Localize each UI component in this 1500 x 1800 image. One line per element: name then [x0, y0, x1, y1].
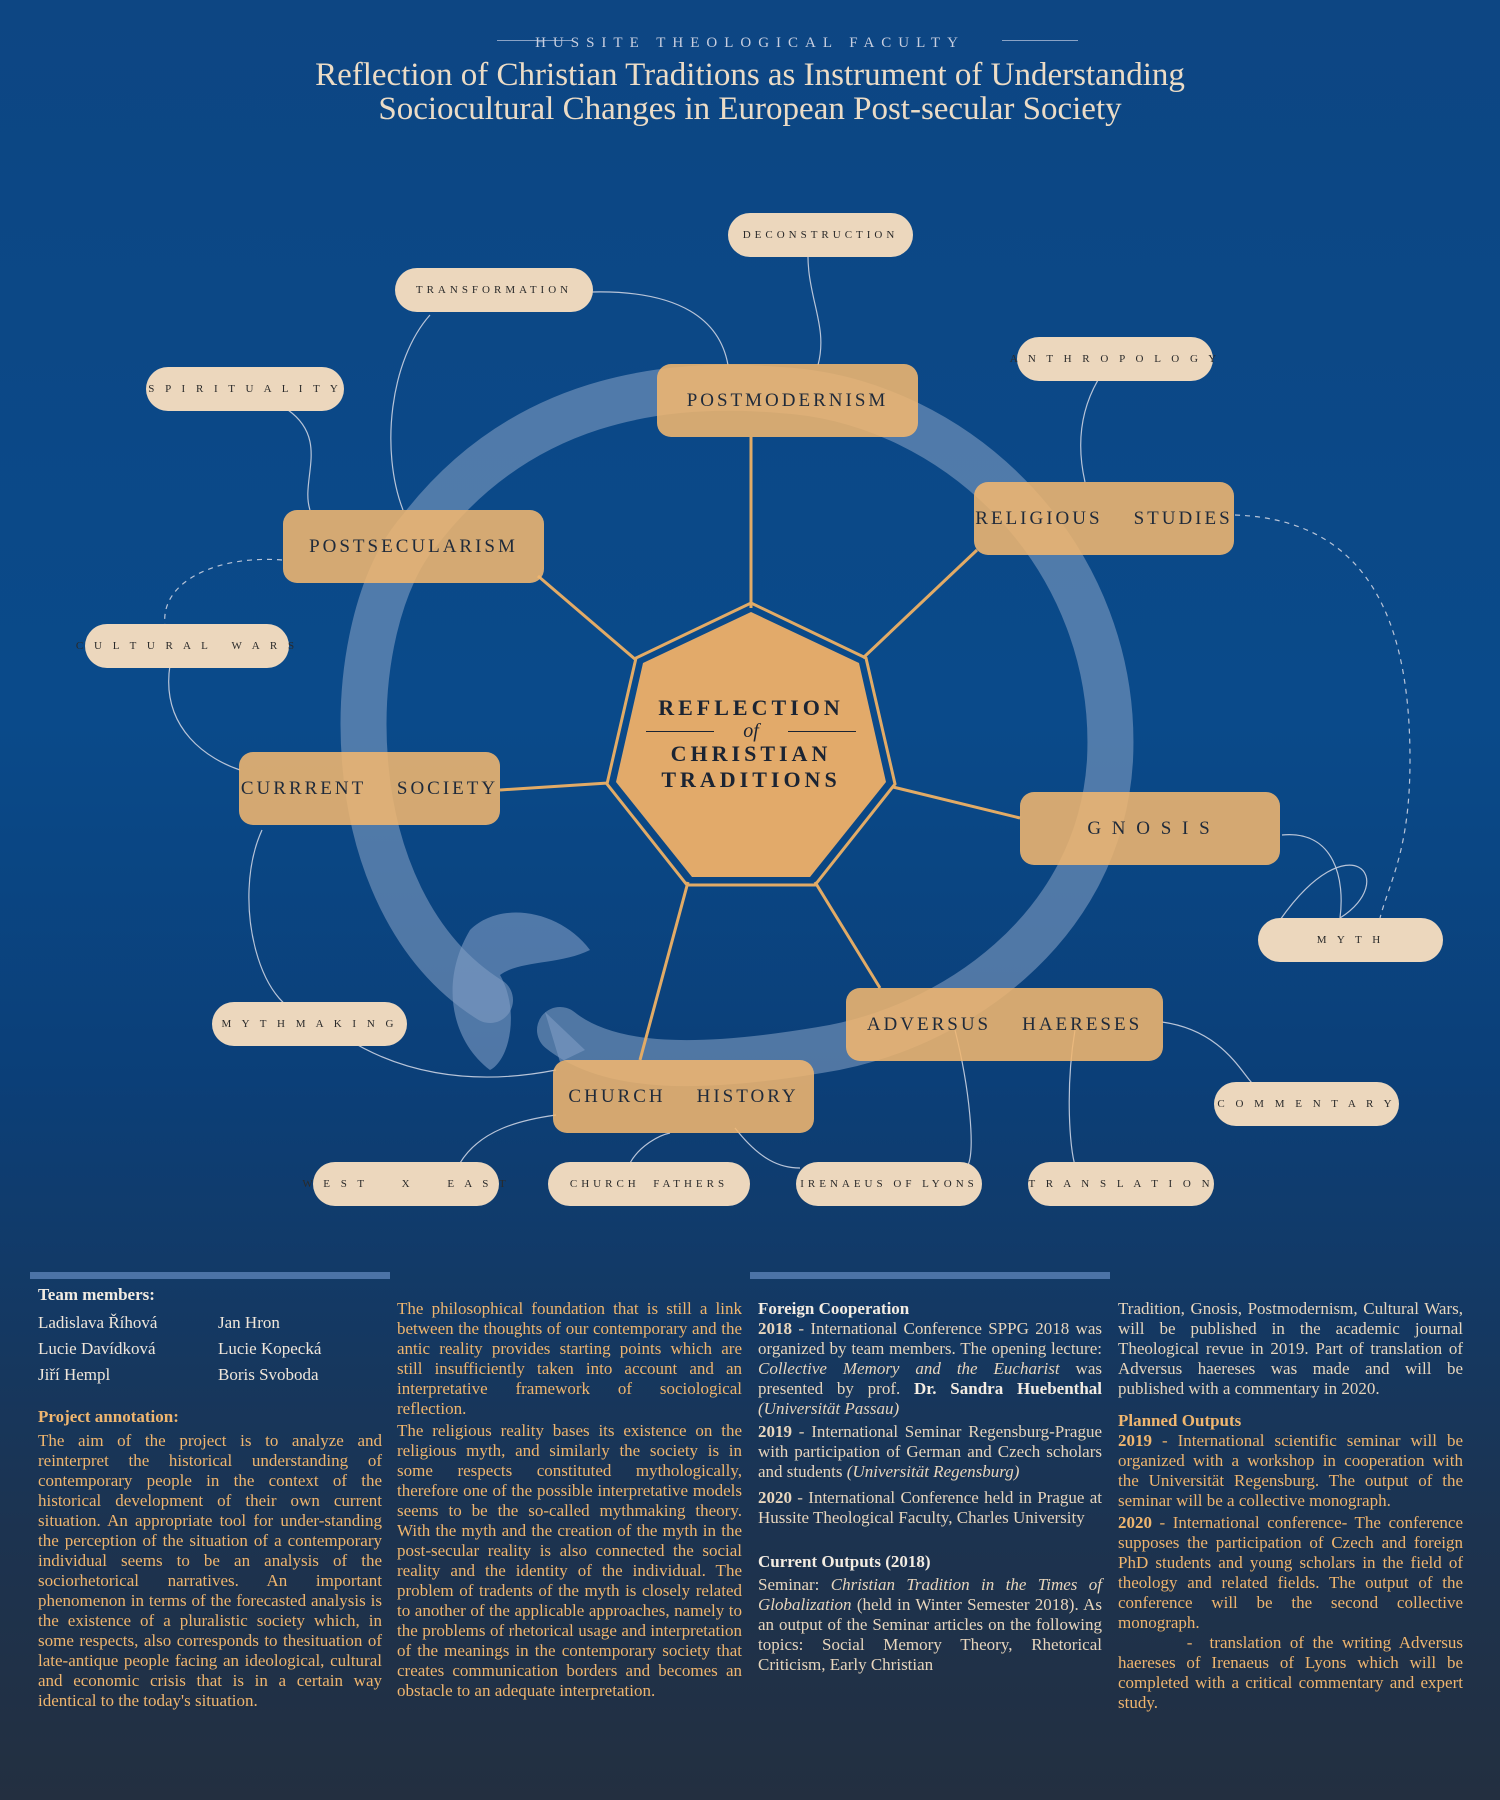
- node-postsecularism: POSTSECULARISM: [283, 510, 544, 583]
- center-line-1: REFLECTION: [658, 695, 844, 720]
- node-church-history: CHURCH HISTORY: [553, 1060, 814, 1133]
- tag-transformation: TRANSFORMATION: [395, 268, 593, 312]
- section-bar-left: [30, 1272, 390, 1279]
- serpent-ring: [340, 364, 1134, 1087]
- tag-west-east: W E S T X E A S T: [302, 1162, 506, 1206]
- planned-heading: Planned Outputs: [1118, 1411, 1242, 1430]
- planned-2019: 2019 - International scientific seminar …: [1118, 1431, 1463, 1511]
- team-members-list: Ladislava Říhová Jan Hron Lucie Davídkov…: [38, 1313, 382, 1385]
- center-line-3: TRADITIONS: [661, 767, 841, 792]
- foreign-2018-lecture: Collective Memory and the Eucharist: [758, 1359, 1060, 1378]
- node-current-society: CURRRENT SOCIETY: [239, 752, 500, 825]
- team-heading: Team members:: [38, 1285, 155, 1304]
- column-philosophy: The philosophical foundation that is sti…: [397, 1299, 742, 1701]
- serpent-head: [452, 912, 590, 1070]
- annotation-text: The aim of the project is to analyze and…: [38, 1431, 382, 1710]
- team-member: Jiří Hempl: [38, 1365, 111, 1384]
- planned-year-2020: 2020: [1118, 1513, 1152, 1532]
- mind-map-diagram: [164, 229, 1411, 1169]
- current-text-a: Seminar:: [758, 1575, 831, 1594]
- spokes: [499, 437, 1021, 1061]
- team-member: Boris Svoboda: [218, 1365, 319, 1384]
- foreign-2018-speaker: Dr. Sandra Huebenthal: [914, 1379, 1102, 1398]
- planned-2019-text: - International scientific seminar will …: [1118, 1431, 1463, 1510]
- team-member: Jan Hron: [218, 1313, 280, 1332]
- center-heptagon: [616, 612, 886, 877]
- tag-cultural-wars: C U L T U R A L W A R S: [76, 624, 294, 668]
- faculty-line: HUSSITE THEOLOGICAL FACULTY: [0, 32, 1500, 52]
- column-cooperation: Foreign Cooperation 2018 - International…: [758, 1299, 1102, 1675]
- tag-irenaeus-of-lyons: IRENAEUS OF LYONS: [796, 1162, 982, 1206]
- planned-2020: 2020 - International conference- The con…: [1118, 1513, 1463, 1633]
- planned-translation: - translation of the writing Adversus ha…: [1118, 1633, 1468, 1712]
- foreign-heading: Foreign Cooperation: [758, 1299, 910, 1318]
- column-team-annotation: Team members: Ladislava Říhová Jan Hron …: [38, 1285, 382, 1711]
- foreign-2019: 2019 - International Seminar Regensburg-…: [758, 1422, 1102, 1482]
- header-rule-left: [497, 40, 573, 41]
- tag-commentary: C O M M E N T A R Y: [1214, 1082, 1399, 1126]
- tag-deconstruction: DECONSTRUCTION: [728, 213, 913, 257]
- foreign-2018-text-2: was presented by prof.: [758, 1359, 1102, 1398]
- current-text: Seminar: Christian Tradition in the Time…: [758, 1575, 1102, 1675]
- title-line-1: Reflection of Christian Traditions as In…: [315, 57, 1185, 93]
- current-heading: Current Outputs (2018): [758, 1552, 931, 1571]
- foreign-2019-affiliation: (Universität Regensburg): [846, 1462, 1020, 1481]
- center-heptagon-outline: [605, 601, 897, 887]
- node-postmodernism: POSTMODERNISM: [657, 364, 918, 437]
- center-of: of: [616, 721, 886, 741]
- team-member: Ladislava Říhová: [38, 1313, 158, 1332]
- faculty-name: HUSSITE THEOLOGICAL FACULTY: [535, 35, 965, 51]
- foreign-2020-text: - International Conference held in Pragu…: [758, 1488, 1102, 1527]
- year-2019: 2019: [758, 1422, 792, 1441]
- node-gnosis: G N O S I S: [1020, 792, 1280, 865]
- team-member: Lucie Davídková: [38, 1339, 156, 1358]
- foreign-2019-text: - International Seminar Regensburg-Pragu…: [758, 1422, 1102, 1481]
- philosophy-paragraph-2: The religious reality bases its existenc…: [397, 1421, 742, 1700]
- current-text-c: (held in Winter Semester 2018). As an ou…: [758, 1595, 1102, 1674]
- node-religious-studies: RELIGIOUS STUDIES: [974, 482, 1234, 555]
- current-continued: Tradition, Gnosis, Postmodernism, Cultur…: [1118, 1299, 1463, 1398]
- column-planned: Tradition, Gnosis, Postmodernism, Cultur…: [1118, 1299, 1463, 1713]
- center-title: REFLECTION of CHRISTIAN TRADITIONS: [616, 695, 886, 793]
- foreign-2018-text: - International Conference SPPG 2018 was…: [758, 1319, 1102, 1358]
- foreign-2018: 2018 - International Conference SPPG 201…: [758, 1319, 1102, 1419]
- section-bar-mid: [750, 1272, 1110, 1279]
- page-title: Reflection of Christian Traditions as In…: [0, 58, 1500, 126]
- tag-anthropology: A N T H R O P O L O G Y: [1010, 337, 1216, 381]
- planned-2020-text: - International conference- The conferen…: [1118, 1513, 1463, 1632]
- tag-myth: M Y T H: [1258, 918, 1443, 962]
- center-line-2: CHRISTIAN: [670, 741, 832, 766]
- planned-year-2019: 2019: [1118, 1431, 1152, 1450]
- foreign-2020: 2020 - International Conference held in …: [758, 1488, 1102, 1528]
- header-rule-right: [1002, 40, 1078, 41]
- current-seminar-title: Christian Tradition in the Times of Glob…: [758, 1575, 1102, 1614]
- philosophy-paragraph-1: The philosophical foundation that is sti…: [397, 1299, 742, 1418]
- tag-spirituality: S P I R I T U A L I T Y: [146, 367, 344, 411]
- title-line-2: Sociocultural Changes in European Post-s…: [378, 91, 1122, 127]
- tag-translation: T R A N S L A T I O N: [1028, 1162, 1214, 1206]
- tag-church-fathers: CHURCH FATHERS: [548, 1162, 750, 1206]
- tag-mythmaking: M Y T H M A K I N G: [212, 1002, 407, 1046]
- year-2020: 2020: [758, 1488, 792, 1507]
- dashed-connectors: [164, 514, 1411, 919]
- node-adversus-haereses: ADVERSUS HAERESES: [846, 988, 1163, 1061]
- team-member: Lucie Kopecká: [218, 1339, 322, 1358]
- annotation-heading: Project annotation:: [38, 1407, 179, 1426]
- year-2018: 2018: [758, 1319, 792, 1338]
- foreign-2018-affiliation: (Universität Passau): [758, 1399, 900, 1418]
